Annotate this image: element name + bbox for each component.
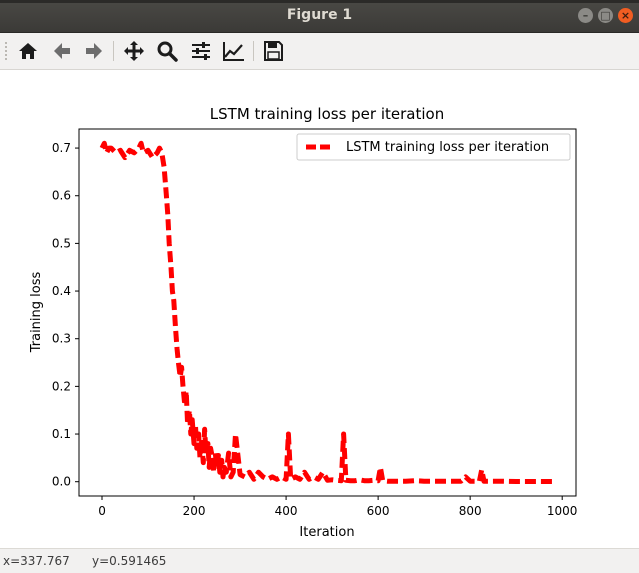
- maximize-button[interactable]: □: [598, 8, 613, 23]
- home-button[interactable]: [14, 37, 42, 65]
- back-button[interactable]: [48, 37, 76, 65]
- edit-axis-icon: [223, 42, 244, 61]
- y-tick-label: 0.5: [52, 236, 71, 250]
- window-titlebar[interactable]: Figure 1 – □ ×: [0, 0, 639, 33]
- y-tick-label: 0.7: [52, 141, 71, 155]
- window-title: Figure 1: [286, 7, 353, 23]
- status-bar: x=337.767 y=0.591465: [0, 548, 639, 573]
- legend-box: [296, 133, 571, 161]
- subplots-icon: [192, 42, 210, 60]
- loss-series-line: [99, 140, 553, 484]
- titlebar-top-strip: [0, 0, 639, 3]
- x-tick-label: 0: [98, 504, 106, 518]
- legend[interactable]: LSTM training loss per iteration: [296, 133, 571, 161]
- toolbar-grip[interactable]: [4, 41, 8, 61]
- zoom-button[interactable]: [153, 37, 181, 65]
- x-tick-label: 600: [367, 504, 390, 518]
- x-axis-ticks: 0 200 400 600 800 1000: [98, 496, 577, 518]
- pan-button[interactable]: [120, 37, 148, 65]
- y-tick-label: 0.4: [52, 284, 71, 298]
- back-arrow-icon: [54, 43, 70, 59]
- y-tick-label: 0.6: [52, 189, 71, 203]
- cursor-x-readout: x=337.767: [3, 554, 70, 568]
- y-tick-label: 0.0: [52, 475, 71, 489]
- home-icon: [19, 43, 37, 59]
- toolbar-separator: [253, 41, 254, 61]
- zoom-icon: [157, 41, 178, 62]
- close-button[interactable]: ×: [618, 8, 633, 23]
- chart-title: LSTM training loss per iteration: [210, 105, 444, 123]
- y-axis-ticks: 0.0 0.1 0.2 0.3 0.4 0.5 0.6 0.7: [52, 141, 79, 489]
- legend-label: LSTM training loss per iteration: [346, 140, 549, 155]
- axes-frame: [78, 128, 577, 497]
- pan-icon: [124, 41, 144, 61]
- y-tick-label: 0.1: [52, 427, 71, 441]
- loss-chart[interactable]: LSTM training loss per iteration 0 200 400…: [0, 70, 639, 548]
- minimize-button[interactable]: –: [578, 8, 593, 23]
- navigation-toolbar: [0, 33, 639, 70]
- subplots-button[interactable]: [187, 37, 215, 65]
- edit-axis-button[interactable]: [220, 37, 248, 65]
- y-axis-label: Training loss: [29, 272, 44, 354]
- x-tick-label: 200: [183, 504, 206, 518]
- x-tick-label: 800: [459, 504, 482, 518]
- save-button[interactable]: [259, 37, 287, 65]
- y-tick-label: 0.3: [52, 332, 71, 346]
- y-tick-label: 0.2: [52, 379, 71, 393]
- x-axis-label: Iteration: [299, 525, 354, 540]
- forward-button[interactable]: [80, 37, 108, 65]
- series-layer: [99, 140, 553, 484]
- x-tick-label: 400: [275, 504, 298, 518]
- x-tick-label: 1000: [547, 504, 578, 518]
- cursor-y-readout: y=0.591465: [92, 554, 167, 568]
- figure-canvas[interactable]: LSTM training loss per iteration 0 200 400…: [0, 70, 639, 548]
- forward-arrow-icon: [86, 43, 102, 59]
- save-icon: [264, 41, 283, 61]
- toolbar-separator: [113, 41, 114, 61]
